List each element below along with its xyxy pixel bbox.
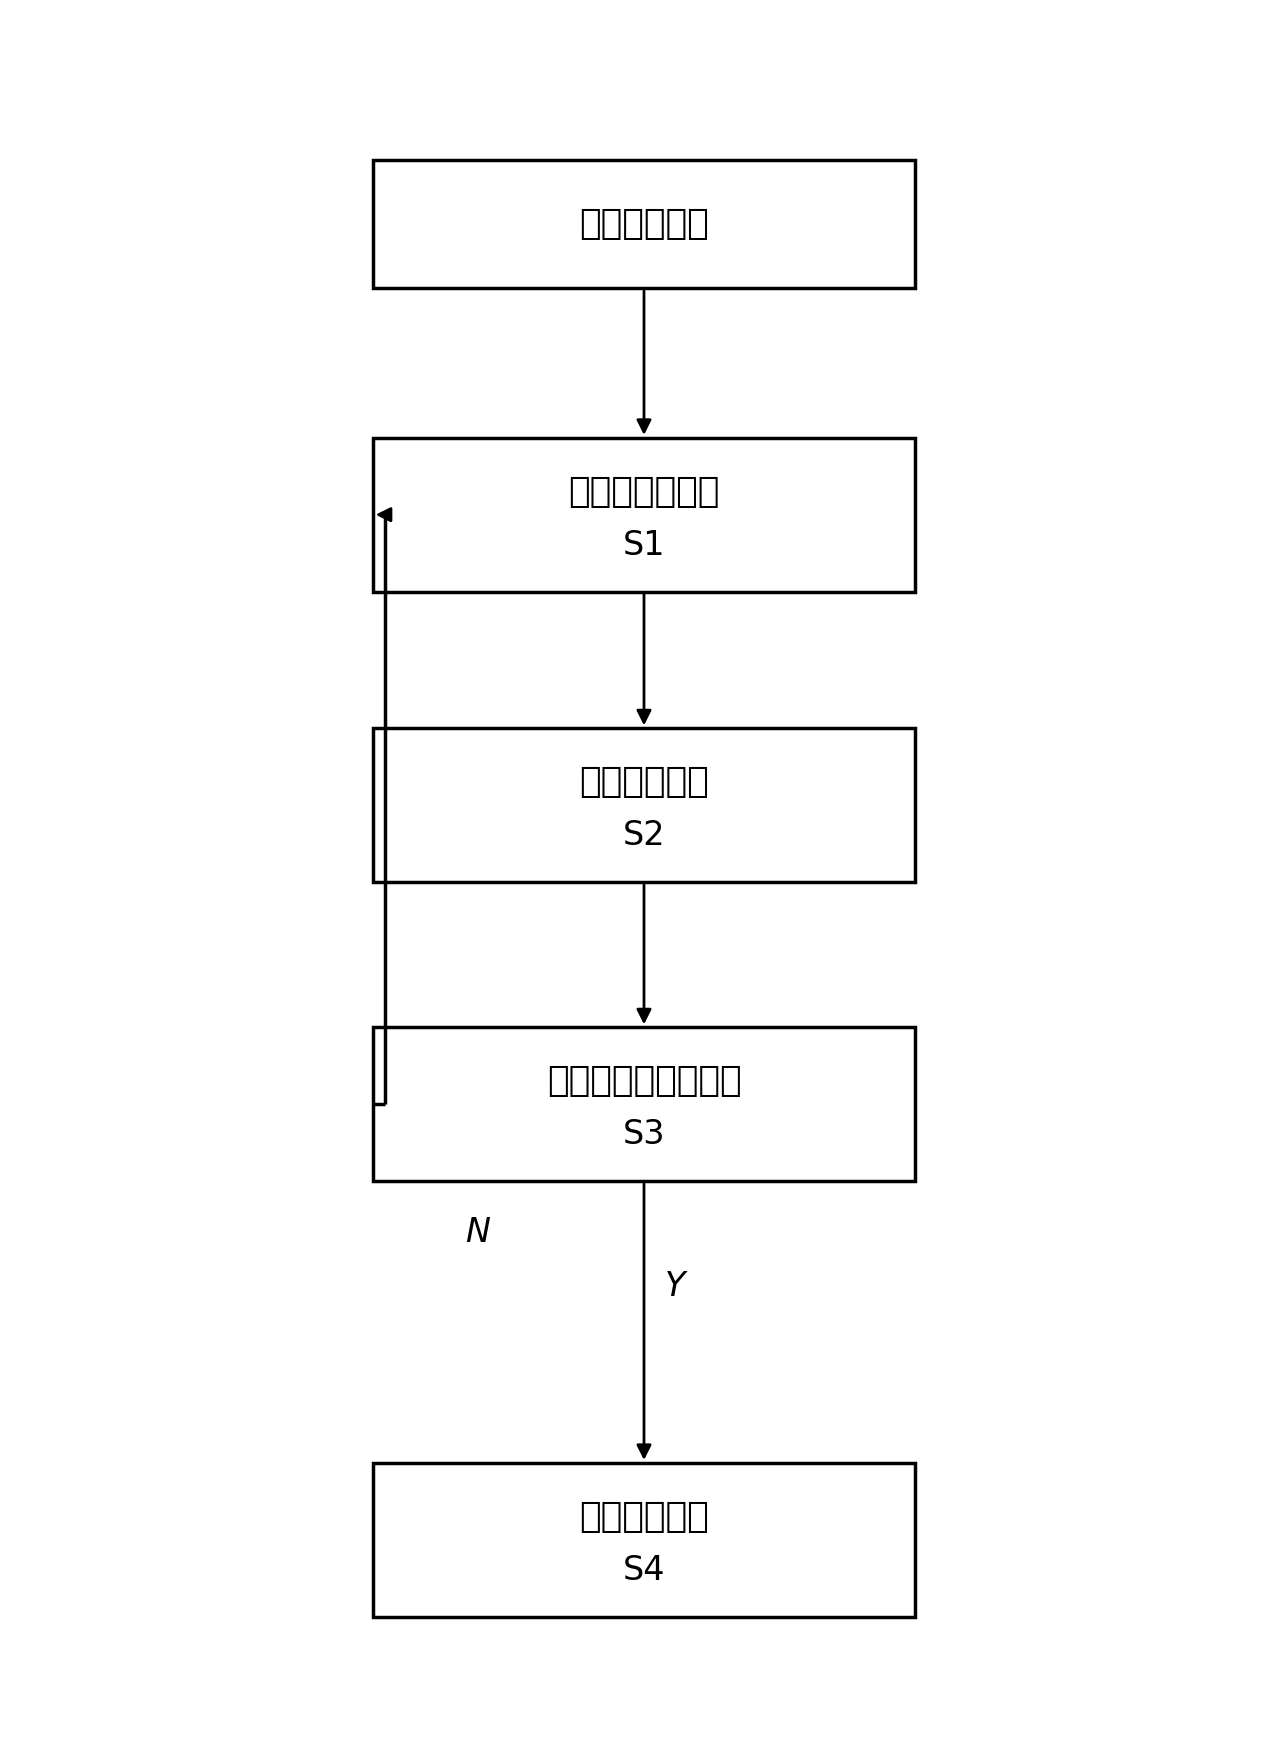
- Text: S4: S4: [623, 1554, 665, 1588]
- Text: S3: S3: [623, 1118, 665, 1152]
- Text: S2: S2: [622, 818, 666, 852]
- Text: N: N: [465, 1215, 491, 1249]
- Text: 热力耦合计算: 热力耦合计算: [580, 766, 708, 799]
- Text: 凝固过程分析: 凝固过程分析: [580, 206, 708, 242]
- Text: S1: S1: [623, 529, 665, 563]
- Bar: [372, 437, 916, 591]
- Bar: [372, 161, 916, 288]
- Bar: [372, 1462, 916, 1616]
- Bar: [372, 1027, 916, 1180]
- Text: 辊缝工艺制度: 辊缝工艺制度: [580, 1499, 708, 1533]
- Bar: [372, 729, 916, 882]
- Text: Y: Y: [665, 1270, 685, 1304]
- Text: 计算验证和现场反馈: 计算验证和现场反馈: [546, 1064, 742, 1097]
- Text: 实时温度场计算: 实时温度场计算: [568, 475, 720, 508]
